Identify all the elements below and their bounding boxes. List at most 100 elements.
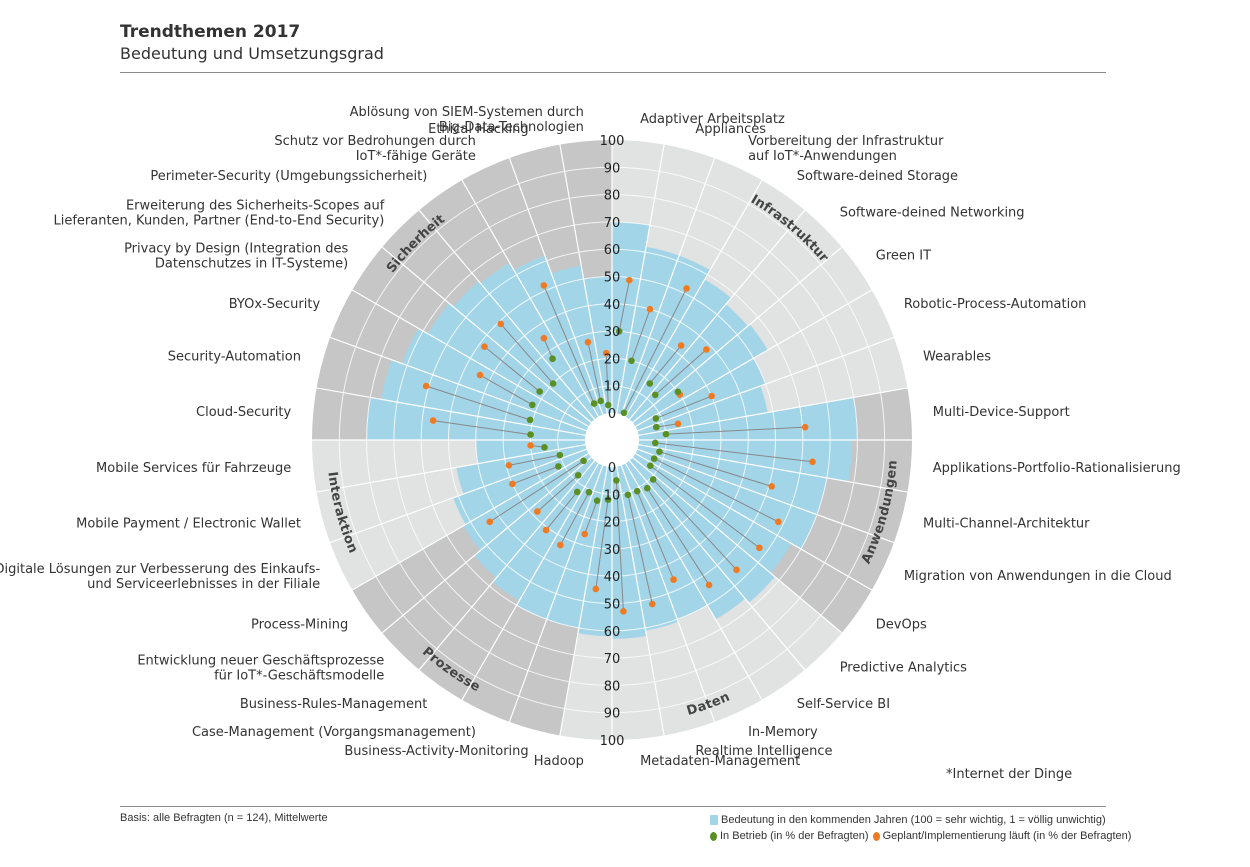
importance-bar: [381, 359, 587, 436]
in-operation-dot: [555, 463, 562, 470]
iot-footnote: *Internet der Dinge: [946, 767, 1073, 782]
spoke: [620, 465, 716, 723]
dot-connector: [655, 442, 813, 463]
spoke: [616, 144, 665, 414]
spoke: [635, 452, 873, 591]
item-label: Case-Management (Vorgangsmanagement): [192, 725, 476, 740]
planned-dot: [592, 585, 600, 593]
planned-dot: [677, 342, 685, 349]
dot-connector: [559, 491, 590, 546]
dot-connector: [489, 460, 584, 523]
planned-dot: [557, 541, 564, 549]
item-label: Ablösung von SIEM-Systemen durch Big-Data…: [350, 105, 584, 135]
dot-connector: [630, 309, 651, 361]
in-operation-dot: [646, 380, 654, 387]
item-label: Security-Automation: [168, 350, 301, 365]
importance-bar: [577, 466, 612, 637]
item-label: In-Memory: [748, 725, 818, 740]
planned-dot: [429, 417, 437, 424]
tick-label-top: 30: [604, 325, 621, 340]
tick-label-bottom: 70: [604, 652, 621, 667]
in-operation-dot: [615, 328, 623, 335]
tick-label-bottom: 0: [608, 461, 616, 476]
in-operation-dot: [604, 496, 612, 503]
spokes: [312, 140, 912, 740]
dot-connector: [605, 353, 609, 406]
in-operation-dot: [613, 477, 620, 484]
tick-label-top: 90: [604, 161, 621, 176]
spoke: [461, 463, 600, 701]
planned-dot-icon: [872, 831, 880, 841]
header-divider: [120, 72, 1106, 73]
item-label: Hadoop: [534, 754, 584, 769]
importance-bar: [632, 453, 792, 574]
chart-title: Trendthemen 2017: [120, 22, 301, 42]
dot-connector: [627, 494, 653, 605]
item-label: Software-deined Networking: [840, 205, 1025, 220]
dot-connector: [650, 465, 760, 549]
in-operation-dot: [647, 462, 654, 469]
in-operation-dot: [656, 448, 663, 455]
item-label: Perimeter-Security (Umgebungssicherheit): [150, 169, 427, 184]
dot-connector: [537, 474, 579, 512]
legend-row-dots: In Betrieb (in % der Befragten) Geplant/…: [710, 828, 1131, 844]
planned-dot: [527, 442, 534, 449]
item-label: Digitale Lösungen zur Verbesserung des E…: [0, 562, 320, 592]
importance-bar: [453, 281, 595, 423]
planned-dot: [497, 320, 505, 328]
spoke: [620, 157, 716, 415]
radial-ticks: 0 0 10 10 20 20 30 30 40 40 50 50 60 60 70 70 80 80 90 90 10…: [600, 134, 625, 749]
tick-label-bottom: 60: [604, 625, 621, 640]
tick-label-bottom: 30: [604, 543, 621, 558]
tick-label-bottom: 80: [604, 679, 621, 694]
importance-bar: [635, 449, 817, 550]
spoke: [329, 448, 587, 544]
in-operation-dot: [573, 488, 581, 496]
item-label: DevOps: [876, 618, 927, 633]
planned-dot: [422, 382, 430, 390]
importance-swatch-icon: [710, 815, 718, 825]
tick-label-top: 50: [604, 271, 621, 286]
item-label: Process-Mining: [251, 618, 348, 633]
planned-dot: [670, 576, 677, 583]
dot-connector: [545, 491, 578, 531]
tick-label-top: 10: [604, 380, 621, 395]
spoke: [624, 463, 763, 701]
in-operation-dot: [549, 380, 557, 387]
item-label: BYOx-Security: [229, 297, 321, 312]
in-operation-dot: [549, 355, 556, 363]
in-operation-dot: [556, 451, 564, 459]
importance-bar: [621, 255, 711, 417]
chart-subtitle: Bedeutung und Umsetzungsgrad: [120, 44, 384, 63]
importance-bar: [427, 303, 592, 427]
dot-connector: [623, 288, 688, 414]
dot-connector: [543, 285, 595, 404]
dot-connector: [665, 426, 806, 435]
importance-bar: [546, 465, 608, 628]
planned-dot: [626, 276, 633, 284]
spoke: [637, 448, 895, 544]
spoke: [628, 460, 806, 671]
in-operation-dot: [651, 439, 659, 447]
importance-bar: [456, 444, 587, 495]
tick-label-bottom: 40: [604, 570, 621, 585]
dot-connector: [500, 323, 554, 384]
in-operation-dot: [593, 497, 601, 504]
dot-connector: [636, 490, 675, 580]
dot-connectors: [425, 280, 813, 612]
item-label: Self-Service BI: [797, 697, 890, 712]
planned-dot: [774, 518, 782, 526]
dot-connector: [479, 374, 533, 406]
planned-dot: [705, 581, 713, 589]
center-hole: [585, 413, 639, 467]
item-label: Adaptiver Arbeitsplatz: [640, 112, 785, 127]
tick-label-top: 20: [604, 352, 621, 367]
planned-dot: [581, 530, 588, 538]
spoke: [508, 465, 604, 723]
item-label: Mobile Services für Fahrzeuge: [96, 461, 291, 476]
planned-dot: [481, 343, 488, 350]
item-label: Realtime Intelligence: [695, 744, 832, 759]
dot-connector: [646, 487, 710, 586]
